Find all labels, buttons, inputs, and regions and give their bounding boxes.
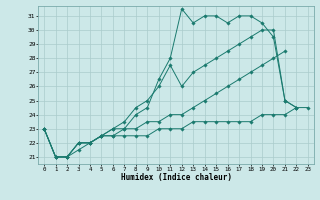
X-axis label: Humidex (Indice chaleur): Humidex (Indice chaleur) xyxy=(121,173,231,182)
